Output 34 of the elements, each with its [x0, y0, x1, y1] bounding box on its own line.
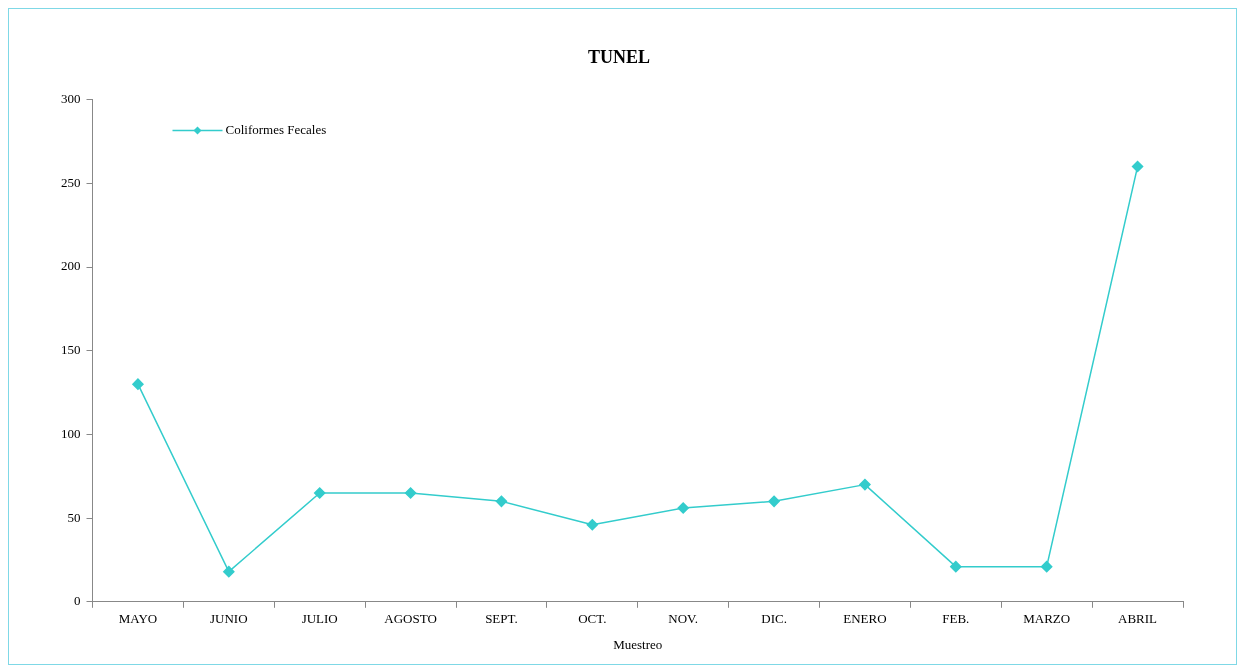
point [1131, 160, 1144, 173]
x-tick-label: JULIO [301, 611, 338, 627]
x-tick-label: ENERO [843, 611, 887, 627]
x-tick-label: ABRIL [1118, 611, 1158, 627]
point [586, 519, 599, 531]
y-tick-label: 150 [61, 342, 81, 358]
y-tick-label: 100 [61, 425, 81, 441]
x-axis-title: Muestreo [613, 636, 663, 652]
point [313, 487, 326, 499]
legend-label: Coliformes Fecales [225, 122, 327, 138]
point [404, 487, 417, 499]
point [859, 478, 871, 491]
x-tick-label: MARZO [1023, 611, 1071, 627]
x-tick-label: DIC. [761, 611, 787, 627]
x-tick-label: FEB. [942, 611, 970, 627]
y-tick-label: 250 [61, 174, 81, 190]
point [495, 495, 508, 508]
point [132, 378, 144, 390]
y-tick-label: 300 [61, 91, 81, 107]
point [677, 502, 689, 514]
y-tick-label: 200 [61, 258, 81, 274]
point [950, 560, 962, 573]
point [1040, 560, 1053, 573]
x-tick-label: AGOSTO [384, 611, 437, 627]
x-tick-label: MAYO [118, 611, 158, 627]
point [223, 565, 235, 578]
x-tick-label: OCT. [578, 611, 607, 627]
chart-title: TUNEL [587, 47, 651, 68]
x-tick-label: JUNIO [210, 611, 248, 627]
point [768, 495, 780, 508]
x-tick-label: NOV. [668, 611, 699, 627]
y-tick-label: 0 [74, 593, 81, 609]
x-tick-label: SEPT. [485, 611, 518, 627]
y-tick-label: 50 [67, 509, 81, 525]
